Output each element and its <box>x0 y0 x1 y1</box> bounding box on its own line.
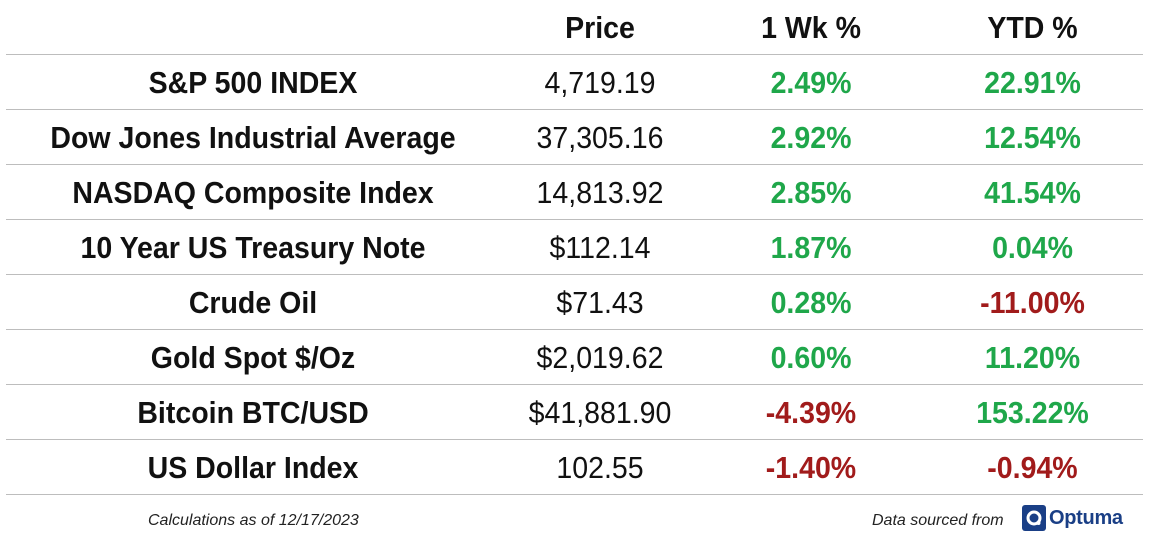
price-value: $112.14 <box>549 229 651 265</box>
ytd-change: 22.91% <box>984 64 1081 100</box>
instrument-name: 10 Year US Treasury Note <box>80 229 426 265</box>
instrument-name: Bitcoin BTC/USD <box>137 394 369 430</box>
price-value: $71.43 <box>556 284 644 320</box>
table-header: Price 1 Wk % YTD % <box>6 0 1143 55</box>
week-change: -1.40% <box>765 449 857 485</box>
header-price: Price <box>565 9 635 45</box>
table-row: 10 Year US Treasury Note $112.14 1.87% 0… <box>6 220 1143 275</box>
week-change: 2.85% <box>770 174 852 210</box>
ytd-change: 11.20% <box>984 339 1081 375</box>
market-summary-table: Price 1 Wk % YTD % S&P 500 INDEX 4,719.1… <box>6 0 1143 495</box>
table-row: Gold Spot $/Oz $2,019.62 0.60% 11.20% <box>6 330 1143 385</box>
week-change: -4.39% <box>765 394 857 430</box>
instrument-name: Dow Jones Industrial Average <box>50 119 456 155</box>
week-change: 2.92% <box>770 119 852 155</box>
calculation-date-note: Calculations as of 12/17/2023 <box>148 512 359 529</box>
price-value: $2,019.62 <box>536 339 664 375</box>
price-value: 4,719.19 <box>544 64 656 100</box>
ytd-change: 41.54% <box>984 174 1081 210</box>
price-value: $41,881.90 <box>528 394 672 430</box>
instrument-name: US Dollar Index <box>147 449 359 485</box>
instrument-name: Crude Oil <box>188 284 318 320</box>
optuma-logo-text: Optuma <box>1049 506 1123 529</box>
table-row: Crude Oil $71.43 0.28% -11.00% <box>6 275 1143 330</box>
instrument-name: S&P 500 INDEX <box>148 64 358 100</box>
price-value: 102.55 <box>556 449 644 485</box>
header-ytd: YTD % <box>987 9 1078 45</box>
ytd-change: 153.22% <box>976 394 1089 430</box>
table-row: Bitcoin BTC/USD $41,881.90 -4.39% 153.22… <box>6 385 1143 440</box>
week-change: 1.87% <box>770 229 852 265</box>
ytd-change: -0.94% <box>987 449 1078 485</box>
ytd-change: 0.04% <box>992 229 1073 265</box>
header-1wk: 1 Wk % <box>761 9 861 45</box>
week-change: 2.49% <box>770 64 852 100</box>
price-value: 37,305.16 <box>536 119 664 155</box>
week-change: 0.60% <box>770 339 852 375</box>
table-row: S&P 500 INDEX 4,719.19 2.49% 22.91% <box>6 55 1143 110</box>
instrument-name: NASDAQ Composite Index <box>72 174 434 210</box>
week-change: 0.28% <box>770 284 852 320</box>
table-row: US Dollar Index 102.55 -1.40% -0.94% <box>6 440 1143 495</box>
table-row: NASDAQ Composite Index 14,813.92 2.85% 4… <box>6 165 1143 220</box>
optuma-logo: Optuma <box>1022 505 1123 531</box>
optuma-logo-icon <box>1022 505 1046 531</box>
instrument-name: Gold Spot $/Oz <box>150 339 356 375</box>
ytd-change: 12.54% <box>984 119 1081 155</box>
price-value: 14,813.92 <box>536 174 664 210</box>
ytd-change: -11.00% <box>980 284 1085 320</box>
data-source-note: Data sourced from <box>872 512 1004 529</box>
table-row: Dow Jones Industrial Average 37,305.16 2… <box>6 110 1143 165</box>
